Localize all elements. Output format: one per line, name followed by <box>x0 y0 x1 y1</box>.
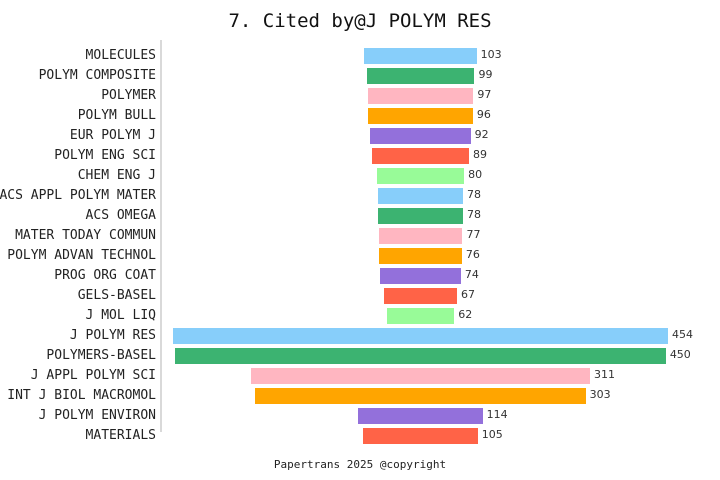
category-label: POLYMERS-BASEL <box>46 348 156 363</box>
category-label: POLYM ADVAN TECHNOL <box>7 248 156 263</box>
bar <box>370 128 471 144</box>
category-label: ACS APPL POLYM MATER <box>0 188 156 203</box>
value-label: 105 <box>481 428 503 441</box>
value-label: 96 <box>476 108 491 121</box>
category-label: ACS OMEGA <box>85 208 156 223</box>
value-label: 92 <box>474 128 489 141</box>
bar <box>371 148 469 164</box>
bar <box>358 408 483 424</box>
value-label: 303 <box>589 388 611 401</box>
category-label: J MOL LIQ <box>85 308 156 323</box>
bar <box>378 228 463 244</box>
bar <box>366 68 475 84</box>
bar <box>364 48 477 64</box>
category-label: CHEM ENG J <box>77 168 156 183</box>
bar <box>386 308 455 324</box>
category-label: POLYM BULL <box>77 108 156 123</box>
bar <box>367 88 474 104</box>
copyright-footer: Papertrans 2025 @copyright <box>0 458 720 471</box>
category-label: MOLECULES <box>85 48 156 63</box>
category-label: MATER TODAY COMMUN <box>15 228 156 243</box>
bar <box>383 288 458 304</box>
category-label: POLYM COMPOSITE <box>38 68 156 83</box>
category-label: POLYMER <box>101 88 156 103</box>
value-label: 99 <box>478 68 493 81</box>
category-label: PROG ORG COAT <box>54 268 156 283</box>
value-label: 97 <box>477 88 492 101</box>
category-label: J POLYM RES <box>69 328 156 343</box>
value-label: 77 <box>466 228 481 241</box>
value-label: 78 <box>467 188 482 201</box>
category-label: INT J BIOL MACROMOL <box>7 388 156 403</box>
bar <box>363 428 478 444</box>
bar <box>175 348 666 364</box>
value-label: 311 <box>594 368 616 381</box>
value-label: 103 <box>480 48 502 61</box>
value-label: 62 <box>458 308 473 321</box>
value-label: 78 <box>467 208 482 221</box>
value-label: 76 <box>465 248 480 261</box>
bar <box>377 208 463 224</box>
category-label: J APPL POLYM SCI <box>30 368 156 383</box>
bar <box>380 268 461 284</box>
value-label: 454 <box>672 328 693 341</box>
bar <box>255 388 586 404</box>
chart-title: 7. Cited by@J POLYM RES <box>228 10 492 32</box>
category-label: EUR POLYM J <box>69 128 156 143</box>
category-label: J POLYM ENVIRON <box>38 408 156 423</box>
value-label: 74 <box>464 268 479 281</box>
bar <box>250 368 591 384</box>
bar <box>376 168 465 184</box>
bar <box>173 328 668 344</box>
bar <box>368 108 473 124</box>
footer-text: Papertrans 2025 @copyright <box>273 458 447 471</box>
value-label: 89 <box>473 148 488 161</box>
category-label: GELS-BASEL <box>77 288 156 303</box>
value-label: 80 <box>468 168 483 181</box>
category-label: POLYM ENG SCI <box>54 148 156 163</box>
bar <box>379 248 462 264</box>
category-label: MATERIALS <box>85 428 156 443</box>
value-label: 67 <box>461 288 476 301</box>
bar <box>377 188 463 204</box>
value-label: 450 <box>669 348 691 361</box>
y-axis-line <box>160 40 162 432</box>
value-label: 114 <box>486 408 508 421</box>
